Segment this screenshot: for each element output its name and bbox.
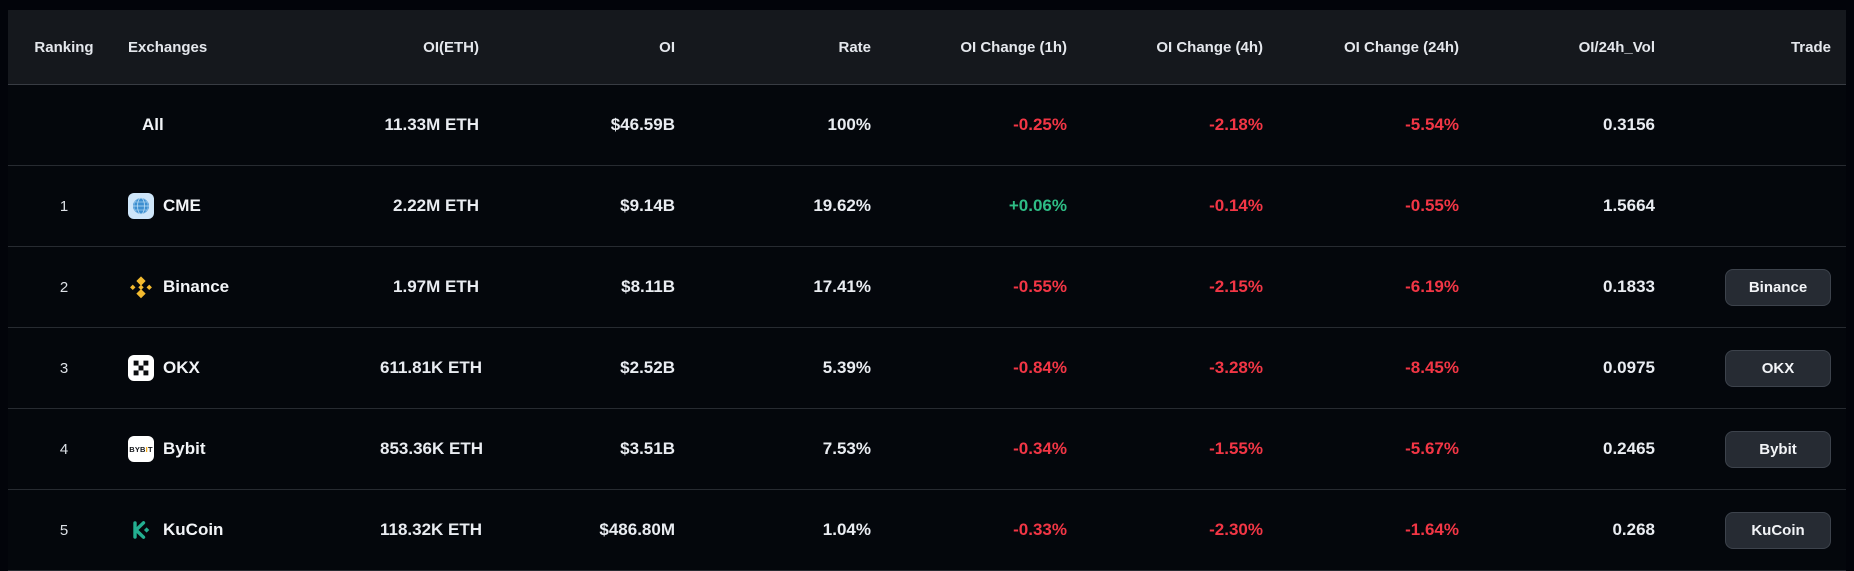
binance-icon — [128, 274, 154, 300]
trade-cell: KuCoin — [1655, 511, 1846, 549]
column-header-rate: Rate — [838, 38, 871, 56]
oi-24h-vol-value: 0.2465 — [1603, 439, 1655, 458]
oi-value: $9.14B — [620, 196, 675, 215]
table-row-cme: 1 CME 2.22M ETH $9.14B 19.62% +0.06% -0.14% -0.… — [8, 166, 1846, 247]
exchange-name: All — [142, 115, 164, 134]
chg-4h-value: -0.14% — [1209, 196, 1263, 215]
oi-value: $3.51B — [620, 439, 675, 458]
column-header-oi: OI — [659, 38, 675, 56]
open-interest-table: Ranking Exchanges OI(ETH) OI Rate OI Change (… — [8, 10, 1846, 571]
column-header-oi_24h_vol: OI/24h_Vol — [1578, 38, 1655, 56]
oi-24h-vol-value: 0.3156 — [1603, 115, 1655, 134]
ranking-value: 3 — [59, 359, 69, 377]
exchange-name: CME — [163, 196, 201, 215]
table-row-kucoin: 5 KuCoin 118.32K ETH $486.80M 1.04% -0.33% -2.… — [8, 490, 1846, 571]
table-row-binance: 2 Binance 1.97M ETH $8.11B 17.41% -0.55% -2.15… — [8, 247, 1846, 328]
oi-24h-vol-value: 0.0975 — [1603, 358, 1655, 377]
oi-eth-value: 611.81K ETH — [380, 358, 483, 377]
chg-4h-value: -2.15% — [1209, 277, 1263, 296]
oi-value: $46.59B — [610, 115, 675, 134]
exchange-cell: Binance — [120, 274, 380, 300]
chg-1h-value: -0.33% — [1013, 520, 1067, 539]
trade-button-binance[interactable]: Binance — [1725, 268, 1831, 306]
rate-value: 100% — [827, 115, 871, 134]
oi-value: $2.52B — [620, 358, 675, 377]
kucoin-icon — [128, 517, 154, 543]
rate-value: 1.04% — [822, 520, 871, 539]
table-body: All 11.33M ETH $46.59B 100% -0.25% -2.18% -5.5… — [8, 85, 1846, 571]
chg-4h-value: -1.55% — [1209, 439, 1263, 458]
oi-eth-value: 1.97M ETH — [393, 277, 479, 296]
column-header-ranking: Ranking — [34, 38, 94, 56]
chg-1h-value: -0.84% — [1013, 358, 1067, 377]
rate-value: 7.53% — [822, 439, 871, 458]
trade-cell: OKX — [1655, 349, 1846, 387]
ranking-value: 4 — [59, 440, 69, 458]
exchange-name: OKX — [163, 358, 200, 377]
chg-24h-value: -0.55% — [1405, 196, 1459, 215]
oi-24h-vol-value: 0.1833 — [1603, 277, 1655, 296]
oi-value: $8.11B — [621, 277, 675, 296]
column-header-chg_24h: OI Change (24h) — [1343, 38, 1459, 56]
rate-value: 17.41% — [813, 277, 871, 296]
exchange-cell: OKX — [120, 355, 380, 381]
ranking-value: 5 — [59, 521, 69, 539]
chg-4h-value: -2.18% — [1209, 115, 1263, 134]
cme-icon — [128, 193, 154, 219]
column-header-chg_4h: OI Change (4h) — [1156, 38, 1263, 56]
chg-24h-value: -8.45% — [1405, 358, 1459, 377]
chg-1h-value: -0.34% — [1013, 439, 1067, 458]
column-header-trade: Trade — [1790, 38, 1831, 56]
chg-24h-value: -5.67% — [1405, 439, 1459, 458]
table-row-bybit: 4 BYB I T Bybit 853.36K ETH $3.51B 7.53% -0.34% -… — [8, 409, 1846, 490]
exchange-cell: CME — [120, 193, 380, 219]
oi-24h-vol-value: 0.268 — [1612, 520, 1655, 539]
oi-eth-value: 853.36K ETH — [380, 439, 483, 458]
exchange-cell: BYB I T Bybit — [120, 436, 380, 462]
trade-button-bybit[interactable]: Bybit — [1725, 430, 1831, 468]
chg-4h-value: -3.28% — [1209, 358, 1263, 377]
column-header-chg_1h: OI Change (1h) — [960, 38, 1067, 56]
column-header-exchange: Exchanges — [128, 38, 208, 56]
oi-eth-value: 118.32K ETH — [380, 520, 483, 539]
ranking-value: 2 — [59, 278, 69, 296]
oi-24h-vol-value: 1.5664 — [1603, 196, 1655, 215]
oi-eth-value: 2.22M ETH — [393, 196, 479, 215]
trade-button-kucoin[interactable]: KuCoin — [1725, 511, 1831, 549]
rate-value: 19.62% — [813, 196, 871, 215]
exchange-name: Bybit — [163, 439, 206, 458]
chg-1h-value: -0.25% — [1013, 115, 1067, 134]
bybit-icon: BYB I T — [128, 436, 154, 462]
exchange-name: Binance — [163, 277, 230, 296]
chg-1h-value: +0.06% — [1008, 196, 1067, 215]
okx-icon — [128, 355, 154, 381]
chg-24h-value: -5.54% — [1405, 115, 1459, 134]
rate-value: 5.39% — [822, 358, 871, 377]
exchange-cell: All — [120, 115, 380, 135]
trade-button-okx[interactable]: OKX — [1725, 349, 1831, 387]
oi-value: $486.80M — [599, 520, 675, 539]
chg-4h-value: -2.30% — [1209, 520, 1263, 539]
chg-1h-value: -0.55% — [1013, 277, 1067, 296]
trade-cell: Binance — [1655, 268, 1846, 306]
chg-24h-value: -1.64% — [1405, 520, 1459, 539]
trade-cell: Bybit — [1655, 430, 1846, 468]
table-row-all: All 11.33M ETH $46.59B 100% -0.25% -2.18% -5.5… — [8, 85, 1846, 166]
exchange-name: KuCoin — [163, 520, 224, 539]
oi-eth-value: 11.33M ETH — [384, 115, 480, 134]
chg-24h-value: -6.19% — [1405, 277, 1459, 296]
exchange-cell: KuCoin — [120, 517, 380, 543]
table-header-row: Ranking Exchanges OI(ETH) OI Rate OI Change (… — [8, 10, 1846, 85]
table-row-okx: 3 OKX 611.81K ETH $2.52B 5.39% -0.84% -3.28% -8… — [8, 328, 1846, 409]
column-header-oi_eth: OI(ETH) — [423, 38, 479, 56]
ranking-value: 1 — [59, 197, 69, 215]
